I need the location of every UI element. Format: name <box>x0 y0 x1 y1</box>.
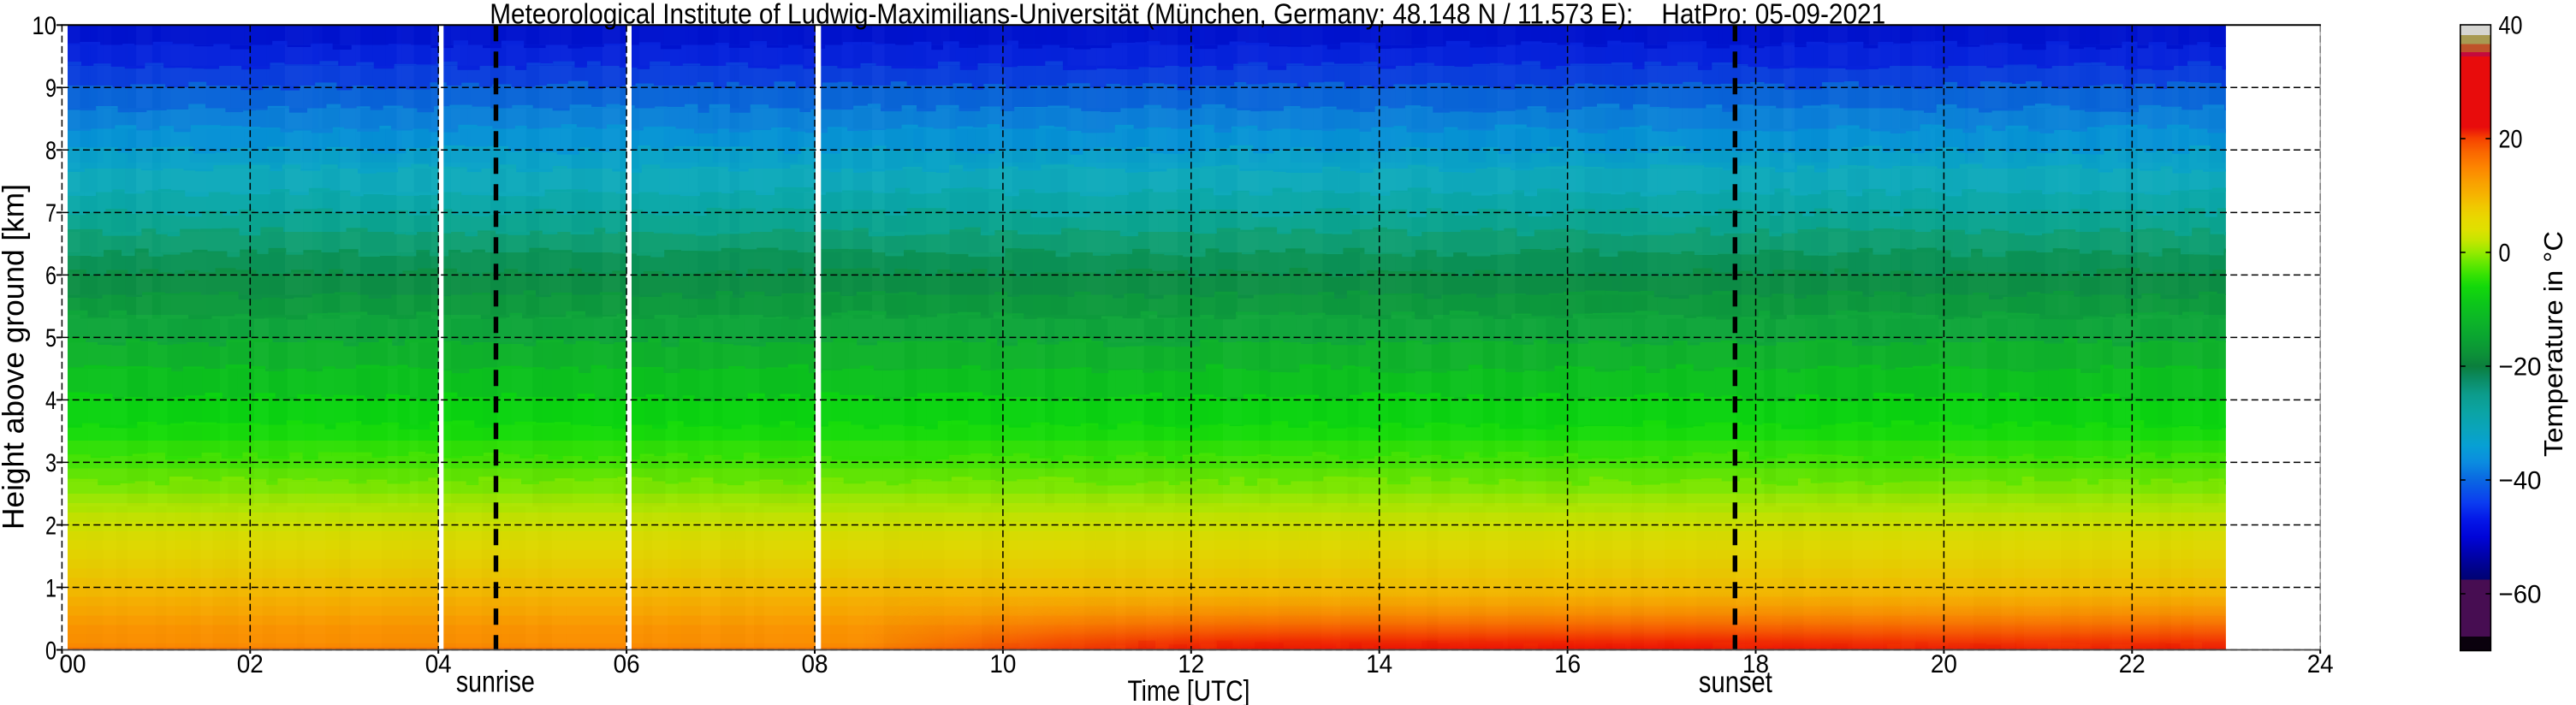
svg-text:sunset: sunset <box>1699 666 1772 699</box>
svg-text:08: 08 <box>802 650 828 678</box>
svg-text:Height above ground [km]: Height above ground [km] <box>0 184 31 530</box>
svg-text:0: 0 <box>45 637 56 665</box>
svg-text:02: 02 <box>237 650 264 678</box>
svg-text:2: 2 <box>45 512 56 540</box>
svg-text:22: 22 <box>2119 650 2146 678</box>
svg-text:9: 9 <box>45 74 56 103</box>
svg-text:10: 10 <box>32 12 56 40</box>
svg-text:0: 0 <box>2499 240 2511 268</box>
svg-text:1: 1 <box>45 574 56 602</box>
svg-text:sunrise: sunrise <box>456 666 535 699</box>
svg-text:−40: −40 <box>2499 467 2542 495</box>
svg-text:−20: −20 <box>2499 353 2542 382</box>
svg-text:7: 7 <box>45 199 56 228</box>
svg-text:00: 00 <box>60 650 86 678</box>
svg-text:16: 16 <box>1554 650 1581 678</box>
svg-text:Time [UTC]: Time [UTC] <box>1128 675 1250 705</box>
svg-text:5: 5 <box>45 324 56 352</box>
svg-text:14: 14 <box>1366 650 1392 678</box>
svg-text:18: 18 <box>1742 650 1769 678</box>
svg-text:04: 04 <box>425 650 452 678</box>
svg-text:20: 20 <box>2499 126 2523 154</box>
svg-text:20: 20 <box>1931 650 1957 678</box>
svg-text:10: 10 <box>989 650 1016 678</box>
svg-text:12: 12 <box>1178 650 1204 678</box>
svg-text:8: 8 <box>45 137 56 165</box>
svg-text:40: 40 <box>2499 12 2523 40</box>
svg-text:4: 4 <box>45 387 56 415</box>
svg-text:24: 24 <box>2307 650 2334 678</box>
svg-text:−60: −60 <box>2499 581 2542 609</box>
svg-text:3: 3 <box>45 449 56 477</box>
svg-text:Temperature in °C: Temperature in °C <box>2538 231 2568 457</box>
svg-text:06: 06 <box>614 650 640 678</box>
svg-text:6: 6 <box>45 262 56 290</box>
svg-text:Meteorological Institute of Lu: Meteorological Institute of Ludwig-Maxim… <box>490 0 1885 30</box>
